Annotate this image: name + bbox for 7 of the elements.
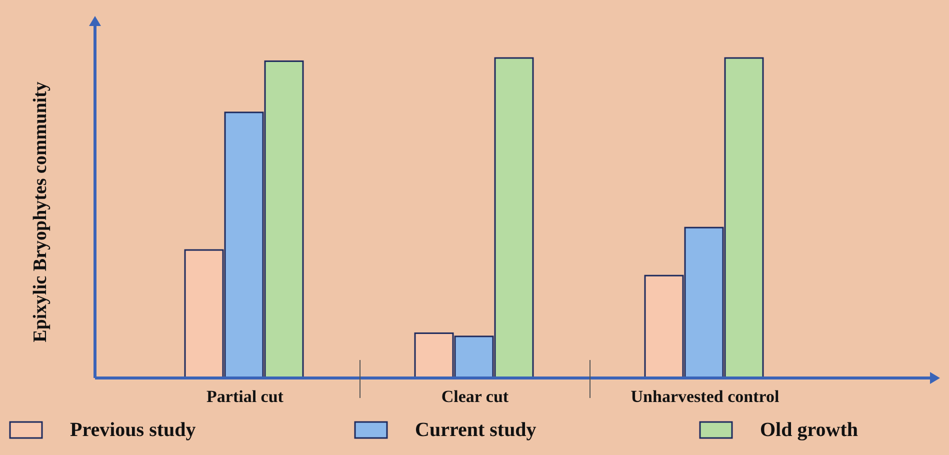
y-axis-title: Epixylic Bryophytes community [30, 81, 51, 342]
x-tick-label: Unharvested control [630, 387, 780, 406]
legend-label: Previous study [70, 419, 196, 441]
x-tick-label: Clear cut [441, 387, 509, 406]
x-tick-label: Partial cut [206, 387, 284, 406]
legend-label: Current study [415, 419, 536, 441]
legend-label: Old growth [760, 419, 858, 441]
